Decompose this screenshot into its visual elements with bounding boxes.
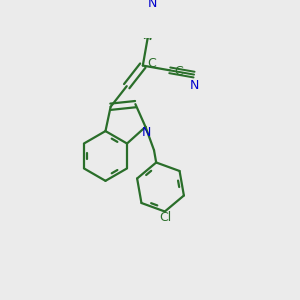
Text: N: N bbox=[142, 126, 151, 139]
Text: C: C bbox=[148, 57, 156, 70]
Text: Cl: Cl bbox=[160, 211, 172, 224]
Text: C: C bbox=[175, 65, 183, 78]
Text: N: N bbox=[190, 79, 199, 92]
Text: N: N bbox=[147, 0, 157, 10]
